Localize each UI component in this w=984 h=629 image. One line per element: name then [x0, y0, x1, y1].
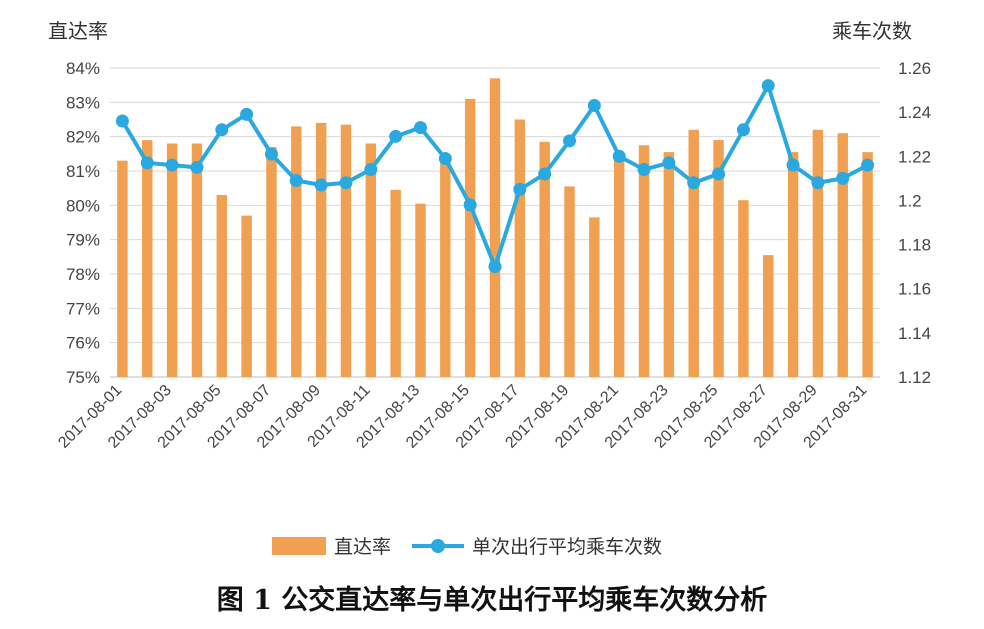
left-tick-label: 75%: [66, 368, 100, 387]
line-point: [488, 260, 502, 274]
left-axis-title: 直达率: [48, 19, 108, 43]
bar: [464, 98, 476, 378]
bar: [638, 145, 650, 377]
line-point: [637, 163, 651, 177]
line-point: [538, 167, 552, 181]
bar: [216, 195, 227, 377]
bar: [415, 203, 426, 377]
bar: [117, 160, 128, 377]
line-point: [736, 123, 750, 137]
right-tick-label: 1.14: [898, 324, 931, 343]
line-point: [438, 151, 452, 165]
bar: [663, 152, 675, 377]
line-point: [389, 129, 403, 143]
left-tick-label: 80%: [66, 196, 100, 215]
line-point: [240, 107, 254, 121]
bar: [613, 153, 625, 377]
left-tick-label: 83%: [66, 93, 100, 112]
bar: [440, 157, 451, 377]
line-point: [612, 149, 626, 163]
legend-bar-swatch: [272, 537, 326, 555]
legend-line-marker: [431, 539, 445, 553]
right-axis-ticks: 1.12 1.14 1.16 1.18 1.2 1.22 1.24 1.26: [898, 59, 931, 387]
left-axis-ticks: 75% 76% 77% 78% 79% 80% 81% 82% 83% 84%: [66, 59, 100, 387]
right-tick-label: 1.12: [898, 368, 931, 387]
bar: [738, 200, 749, 377]
right-tick-label: 1.18: [898, 236, 931, 255]
figure-caption: 图 1 公交直达率与单次出行平均乘车次数分析: [216, 585, 768, 616]
left-tick-label: 82%: [66, 128, 100, 147]
bar: [787, 152, 799, 377]
line-point: [786, 158, 800, 172]
left-tick-label: 77%: [66, 299, 100, 318]
line-point: [215, 123, 229, 137]
bar: [812, 129, 824, 377]
line-point: [289, 174, 303, 188]
bar: [489, 78, 501, 378]
right-axis-title: 乘车次数: [832, 19, 912, 43]
right-tick-label: 1.16: [898, 280, 931, 299]
bar: [166, 143, 178, 377]
line-point: [587, 99, 601, 113]
bar: [564, 186, 575, 377]
bar-series: [117, 78, 873, 378]
bar: [241, 215, 252, 377]
right-tick-label: 1.2: [898, 191, 922, 210]
bar: [862, 152, 873, 377]
bar: [340, 124, 352, 378]
bar: [837, 133, 848, 377]
line-point: [712, 167, 726, 181]
line-point: [563, 134, 577, 148]
line-point: [140, 156, 154, 170]
bar: [713, 140, 724, 377]
line-point: [513, 182, 527, 196]
bar: [390, 189, 401, 377]
left-tick-label: 78%: [66, 265, 100, 284]
chart: 直达率 乘车次数 75%76%77%78%79%80%81%82%83%84% …: [48, 19, 931, 558]
left-tick-label: 81%: [66, 162, 100, 181]
bar: [142, 140, 153, 377]
line-point: [413, 121, 427, 135]
bar: [688, 129, 699, 377]
left-tick-label: 79%: [66, 231, 100, 250]
line-point: [364, 163, 378, 177]
legend: 直达率 单次出行平均乘车次数: [272, 536, 662, 558]
bar: [539, 141, 550, 377]
bar: [589, 217, 600, 377]
right-tick-label: 1.24: [898, 103, 931, 122]
line-point: [811, 176, 825, 190]
bar: [191, 143, 203, 377]
left-tick-label: 76%: [66, 334, 100, 353]
line-point: [264, 147, 278, 161]
bar: [514, 119, 526, 377]
left-tick-label: 84%: [66, 59, 100, 78]
right-tick-label: 1.26: [898, 59, 931, 78]
line-point: [761, 79, 775, 93]
bar: [763, 255, 774, 377]
line-series: [115, 79, 875, 274]
line-point: [463, 198, 477, 212]
line-point: [836, 171, 850, 185]
line-point: [190, 160, 204, 174]
line-point: [115, 114, 129, 128]
bar: [266, 146, 277, 377]
bar: [315, 122, 327, 377]
right-tick-label: 1.22: [898, 147, 931, 166]
line-point: [861, 158, 875, 172]
legend-line-label: 单次出行平均乘车次数: [472, 536, 662, 558]
line-point: [314, 178, 328, 192]
bar: [291, 126, 302, 377]
line-point: [662, 156, 676, 170]
legend-bar-label: 直达率: [334, 536, 391, 558]
line-point: [687, 176, 701, 190]
bar: [365, 143, 377, 377]
line-point: [339, 176, 353, 190]
x-axis-labels: 2017-08-012017-08-032017-08-052017-08-07…: [55, 382, 870, 452]
line-point: [165, 158, 179, 172]
